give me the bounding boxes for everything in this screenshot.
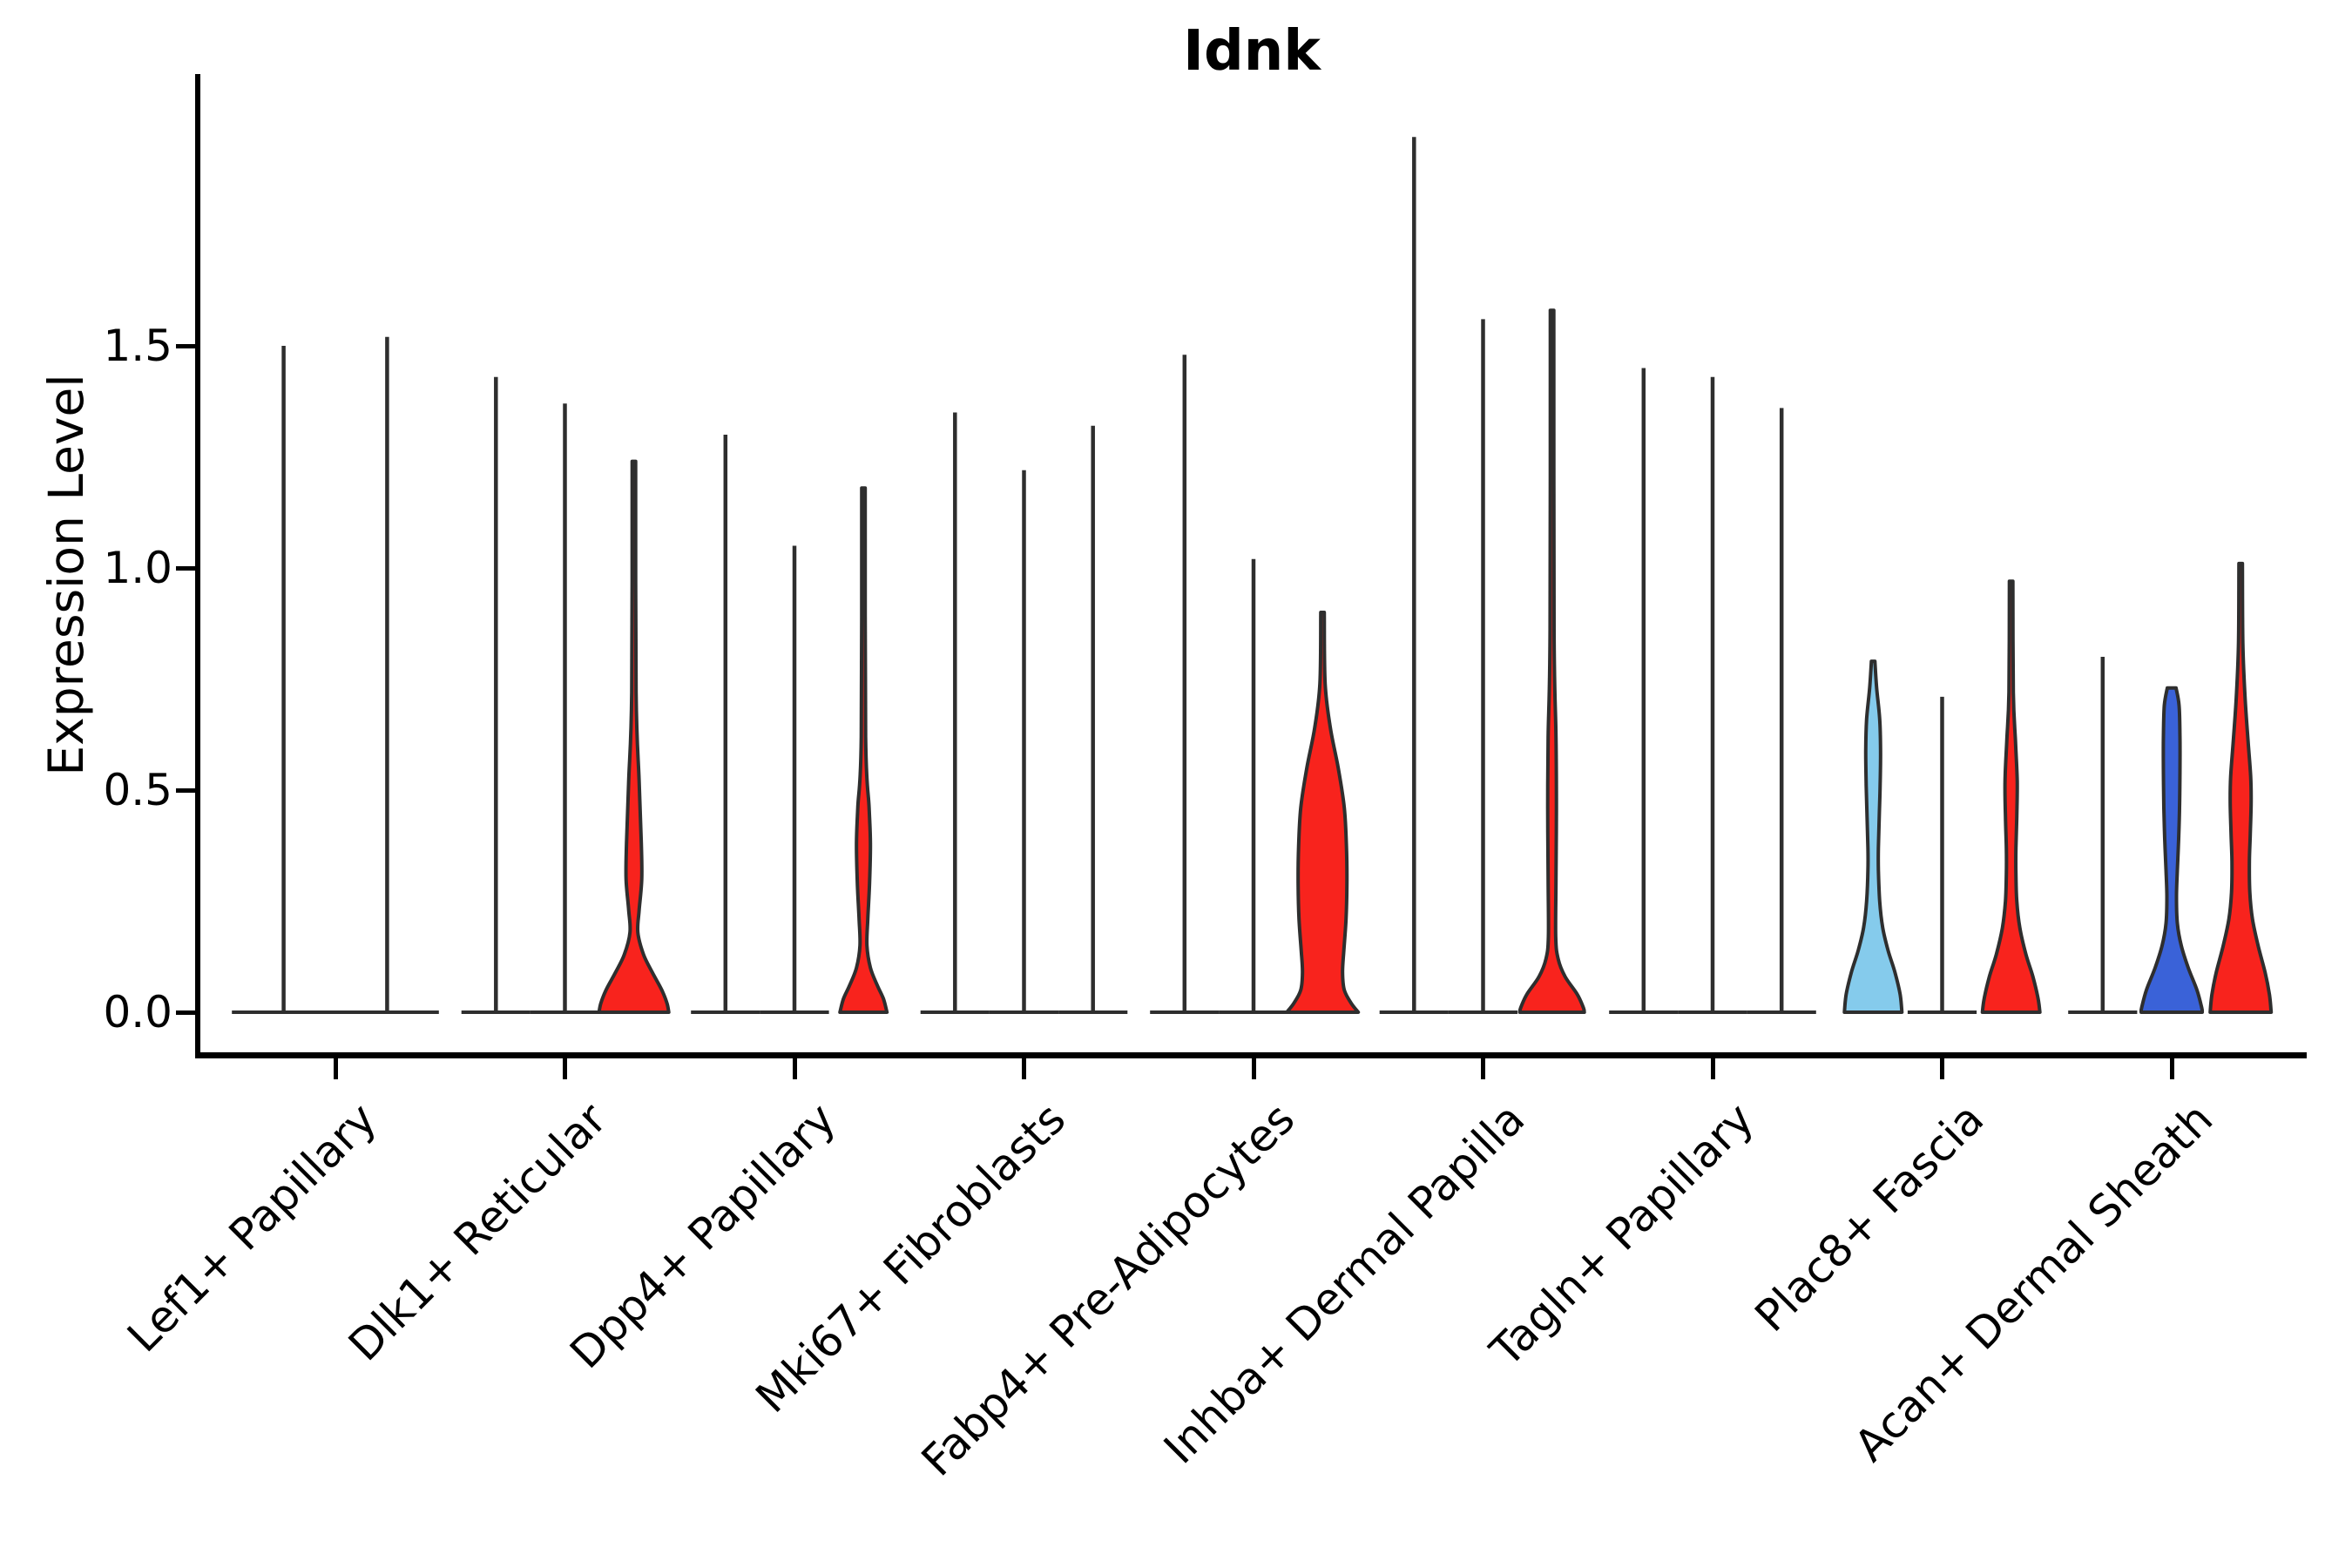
violin-red (1517, 308, 1586, 1014)
x-tick-mark (333, 1058, 338, 1079)
x-axis-spine (195, 1052, 2307, 1058)
x-tick-mark (563, 1058, 567, 1079)
violin-red (1285, 611, 1361, 1014)
violin-red (1980, 579, 2042, 1014)
y-tick-label: 0.0 (103, 987, 172, 1037)
violin-light_blue (1842, 659, 1904, 1014)
y-tick-mark (176, 1010, 198, 1015)
y-tick-mark (176, 343, 198, 348)
violin-red (597, 459, 671, 1014)
violin-red (838, 486, 889, 1014)
y-tick-label: 1.0 (103, 543, 172, 593)
x-tick-mark (2169, 1058, 2174, 1079)
x-tick-mark (792, 1058, 797, 1079)
y-tick-mark (176, 565, 198, 571)
chart-title: Idnk (1183, 19, 1321, 84)
y-tick-label: 1.5 (103, 321, 172, 371)
violin-dark_blue (2139, 686, 2205, 1014)
x-tick-mark (1710, 1058, 1715, 1079)
y-axis-spine (195, 74, 200, 1058)
y-tick-mark (176, 787, 198, 793)
x-tick-mark (1022, 1058, 1026, 1079)
y-tick-label: 0.5 (103, 765, 172, 815)
x-tick-mark (1940, 1058, 1944, 1079)
x-tick-mark (1481, 1058, 1485, 1079)
violin-red (2208, 561, 2274, 1014)
x-tick-mark (1251, 1058, 1256, 1079)
